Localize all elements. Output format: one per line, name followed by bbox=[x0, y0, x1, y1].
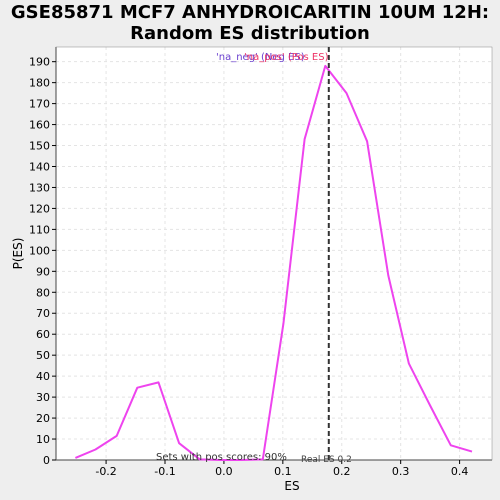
x-tick-label: -0.2 bbox=[95, 465, 116, 478]
legend-neg: 'na_neg' (Neg ES) bbox=[216, 52, 305, 63]
y-tick-label: 80 bbox=[36, 286, 50, 299]
y-tick-label: 140 bbox=[29, 160, 50, 173]
legend-pos: 'na_pos' (Pos ES) bbox=[244, 52, 329, 63]
x-axis-label: ES bbox=[284, 479, 299, 493]
y-tick-label: 40 bbox=[36, 370, 50, 383]
y-tick-label: 150 bbox=[29, 140, 50, 153]
y-tick-label: 120 bbox=[29, 202, 50, 215]
sets-with-pos-label: Sets with pos scores: 90% bbox=[156, 452, 287, 463]
y-tick-label: 60 bbox=[36, 328, 50, 341]
x-tick-label: 0.3 bbox=[392, 465, 410, 478]
chart-title: GSE85871 MCF7 ANHYDROICARITIN 10UM 12H: … bbox=[0, 2, 500, 44]
chart-title-line1: GSE85871 MCF7 ANHYDROICARITIN 10UM 12H: bbox=[10, 2, 490, 23]
x-tick-label: 0.0 bbox=[215, 465, 233, 478]
y-tick-label: 110 bbox=[29, 223, 50, 236]
y-tick-label: 100 bbox=[29, 244, 50, 257]
x-tick-label: 0.4 bbox=[451, 465, 469, 478]
y-tick-label: 180 bbox=[29, 77, 50, 90]
plot-border bbox=[55, 46, 493, 461]
y-tick-label: 170 bbox=[29, 98, 50, 111]
x-tick-label: 0.2 bbox=[333, 465, 351, 478]
y-tick-label: 160 bbox=[29, 119, 50, 132]
y-tick-label: 190 bbox=[29, 56, 50, 69]
x-tick-label: -0.1 bbox=[154, 465, 175, 478]
y-tick-label: 90 bbox=[36, 265, 50, 278]
y-tick-label: 70 bbox=[36, 307, 50, 320]
y-tick-label: 20 bbox=[36, 412, 50, 425]
chart-title-line2: Random ES distribution bbox=[130, 23, 370, 44]
y-tick-label: 130 bbox=[29, 181, 50, 194]
x-tick-label: 0.1 bbox=[274, 465, 292, 478]
y-tick-label: 30 bbox=[36, 391, 50, 404]
y-axis-label: P(ES) bbox=[11, 238, 25, 270]
y-tick-label: 0 bbox=[43, 454, 50, 467]
real-es-label: Real ES 0.2 bbox=[301, 455, 352, 465]
series-line bbox=[75, 64, 473, 461]
y-tick-label: 50 bbox=[36, 349, 50, 362]
y-tick-label: 10 bbox=[36, 433, 50, 446]
